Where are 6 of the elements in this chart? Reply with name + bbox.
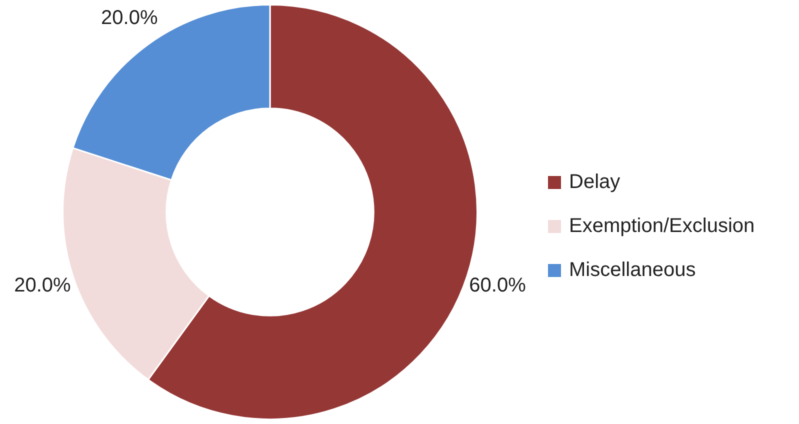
legend-label: Miscellaneous xyxy=(569,258,696,282)
data-label: 20.0% xyxy=(14,274,72,296)
data-label: 20.0% xyxy=(101,6,158,29)
legend-label: Delay xyxy=(569,170,620,194)
legend-label: Exemption/Exclusion xyxy=(569,214,755,238)
data-label: 60.0% xyxy=(469,274,526,296)
